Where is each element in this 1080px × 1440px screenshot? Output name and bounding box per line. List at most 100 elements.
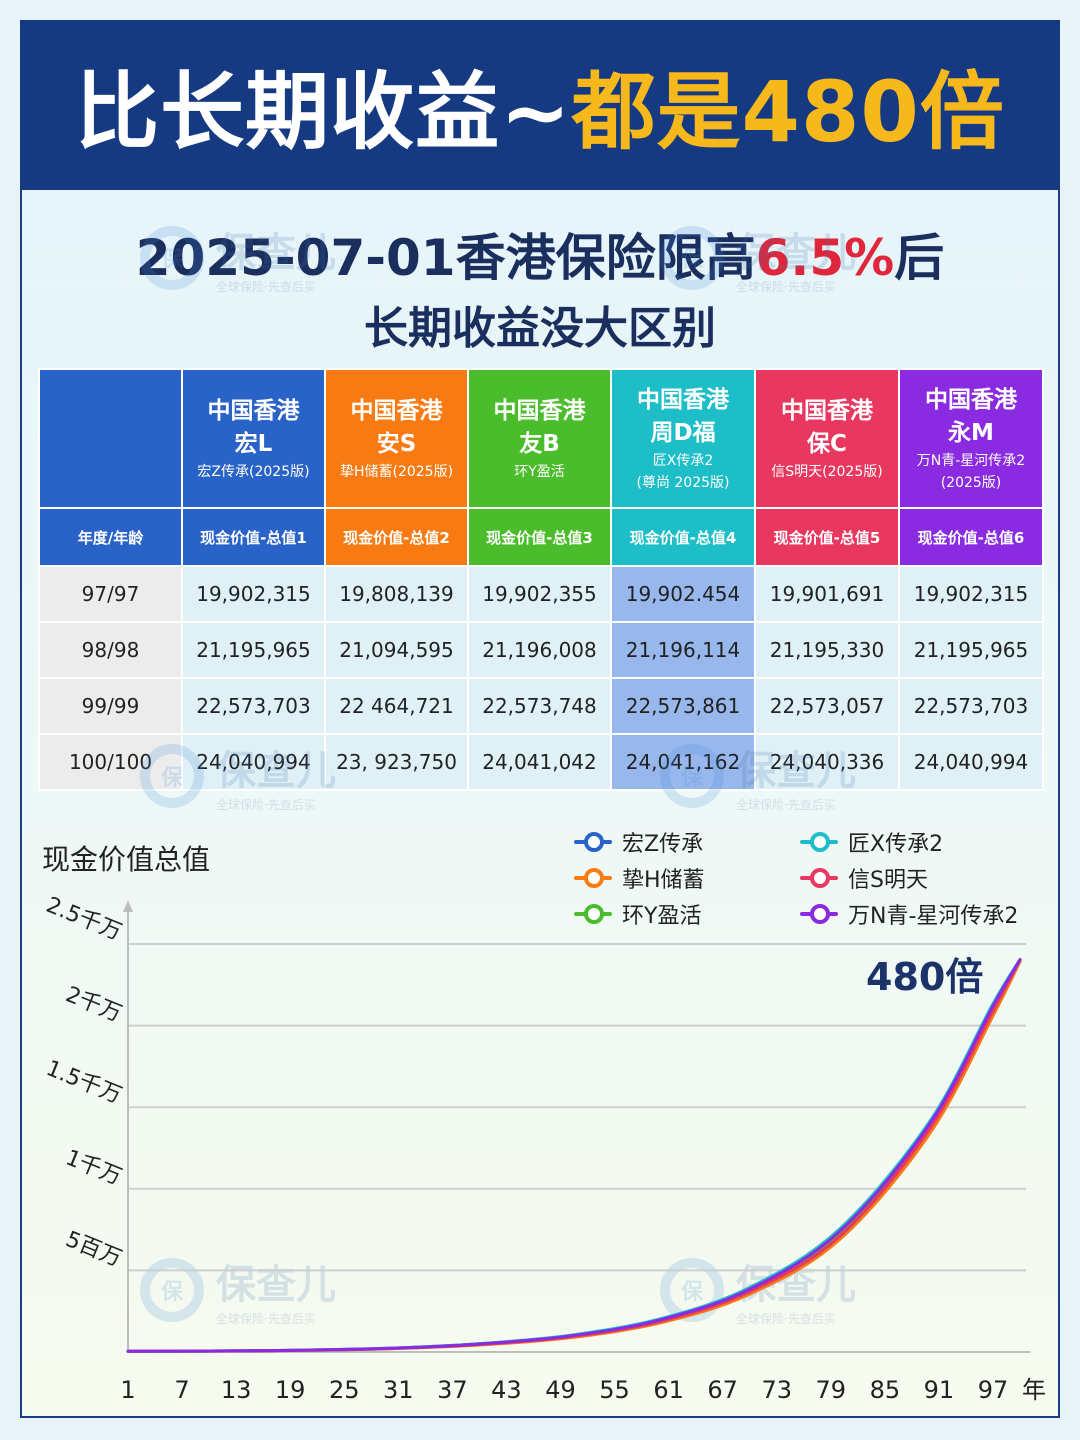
legend-item: 信S明天 bbox=[800, 862, 928, 894]
table-row: 98/98 21,195,965 21,094,595 21,196,008 2… bbox=[38, 621, 1044, 679]
chart-title: 现金价值总值 bbox=[42, 843, 211, 876]
column-product-version: (2025版) bbox=[940, 474, 1002, 491]
row-age: 97/97 bbox=[38, 565, 183, 623]
series-line bbox=[126, 958, 1022, 1353]
subtitle-line2: 长期收益没大区别 bbox=[364, 303, 716, 354]
table-cell: 21,196,008 bbox=[467, 621, 612, 679]
title-part1: 比长期收益~ bbox=[75, 62, 572, 161]
table-cell: 21,195,965 bbox=[898, 621, 1044, 679]
table-cell: 22,573,861 bbox=[610, 677, 756, 735]
column-company: 保C bbox=[807, 430, 847, 457]
column-company: 周D福 bbox=[650, 419, 716, 446]
legend-item: 匠X传承2 bbox=[800, 826, 943, 858]
legend-marker-icon bbox=[800, 904, 838, 924]
legend-item: 挚H储蓄 bbox=[574, 862, 705, 894]
x-tick-label: 43 bbox=[491, 1376, 522, 1404]
column-company: 宏L bbox=[234, 430, 273, 457]
series-line bbox=[126, 958, 1022, 1353]
column-label: 现金价值-总值3 bbox=[467, 507, 612, 567]
x-tick-label: 61 bbox=[653, 1376, 684, 1404]
comparison-table: 中国香港 宏L 宏Z传承(2025版) 中国香港 安S 挚H储蓄(2025版) … bbox=[38, 368, 1044, 791]
row-age: 100/100 bbox=[38, 733, 183, 791]
series-line bbox=[126, 960, 1022, 1353]
column-region: 中国香港 bbox=[781, 397, 873, 424]
title-part2: 都是480倍 bbox=[571, 62, 1005, 161]
legend-marker-icon bbox=[800, 832, 838, 852]
column-product-version: (尊尚 2025版) bbox=[636, 474, 730, 491]
table-cell: 21,195,965 bbox=[181, 621, 326, 679]
table-row: 100/100 24,040,994 23, 923,750 24,041,04… bbox=[38, 733, 1044, 791]
legend-item: 环Y盈活 bbox=[574, 898, 701, 930]
x-tick-label: 25 bbox=[329, 1376, 360, 1404]
table-header-col3: 中国香港 友B 环Y盈活 bbox=[467, 368, 612, 509]
chart-annotation: 480倍 bbox=[866, 955, 984, 999]
column-region: 中国香港 bbox=[637, 386, 729, 413]
subtitle-highlight: 6.5% bbox=[755, 229, 895, 287]
column-company: 安S bbox=[376, 430, 417, 457]
column-label: 现金价值-总值1 bbox=[181, 507, 326, 567]
column-company: 永M bbox=[948, 419, 994, 446]
column-product: 万N青-星河传承2 bbox=[916, 452, 1026, 469]
x-tick-label: 67 bbox=[707, 1376, 738, 1404]
table-cell: 22,573,703 bbox=[181, 677, 326, 735]
table-cell: 21,196,114 bbox=[610, 621, 756, 679]
column-region: 中国香港 bbox=[350, 397, 443, 424]
x-tick-label: 49 bbox=[545, 1376, 576, 1404]
table-label-row: 年度/年龄 现金价值-总值1 现金价值-总值2 现金价值-总值3 现金价值-总值… bbox=[38, 507, 1044, 567]
y-axis-arrow-icon bbox=[123, 900, 133, 912]
table-cell: 22 464,721 bbox=[324, 677, 469, 735]
corner-label: 年度/年龄 bbox=[38, 507, 183, 567]
x-tick-label: 37 bbox=[437, 1376, 468, 1404]
table-cell: 22,573,748 bbox=[467, 677, 612, 735]
table-cell: 24,041,162 bbox=[610, 733, 756, 791]
table-cell: 24,040,994 bbox=[181, 733, 326, 791]
y-tick-label: 2.5千万 bbox=[43, 893, 126, 946]
column-label: 现金价值-总值5 bbox=[754, 507, 900, 567]
row-age: 99/99 bbox=[38, 677, 183, 735]
column-label: 现金价值-总值4 bbox=[610, 507, 756, 567]
column-product: 挚H储蓄(2025版) bbox=[339, 463, 454, 480]
series-line bbox=[126, 958, 1022, 1353]
legend-marker-icon bbox=[800, 868, 838, 888]
legend-label: 万N青-星河传承2 bbox=[848, 904, 1019, 929]
legend-item: 宏Z传承 bbox=[574, 826, 703, 858]
subtitle-text: 2025-07-01香港保险限高 bbox=[135, 229, 756, 287]
table-header-col1: 中国香港 宏L 宏Z传承(2025版) bbox=[181, 368, 326, 509]
table-header-row: 中国香港 宏L 宏Z传承(2025版) 中国香港 安S 挚H储蓄(2025版) … bbox=[38, 368, 1044, 509]
series-line bbox=[126, 958, 1022, 1353]
table-cell: 19,902,355 bbox=[467, 565, 612, 623]
x-tick-label: 31 bbox=[383, 1376, 414, 1404]
column-label: 现金价值-总值2 bbox=[324, 507, 469, 567]
x-tick-label: 97 bbox=[978, 1376, 1009, 1404]
legend-marker-icon bbox=[574, 868, 612, 888]
table-row: 99/99 22,573,703 22 464,721 22,573,748 2… bbox=[38, 677, 1044, 735]
table-cell: 19,808,139 bbox=[324, 565, 469, 623]
table-cell: 22,573,057 bbox=[754, 677, 900, 735]
legend-label: 环Y盈活 bbox=[622, 904, 702, 929]
x-tick-label: 19 bbox=[275, 1376, 306, 1404]
x-tick-label: 85 bbox=[870, 1376, 901, 1404]
x-axis-label: 年 bbox=[1022, 1376, 1046, 1404]
y-tick-label: 5百万 bbox=[62, 1227, 125, 1272]
column-company: 友B bbox=[519, 430, 560, 457]
table-header-col5: 中国香港 保C 信S明天(2025版) bbox=[754, 368, 900, 509]
x-tick-label: 79 bbox=[816, 1376, 847, 1404]
table-header-corner bbox=[38, 368, 183, 509]
column-label: 现金价值-总值6 bbox=[898, 507, 1044, 567]
x-tick-label: 7 bbox=[174, 1376, 189, 1404]
table-header-col2: 中国香港 安S 挚H储蓄(2025版) bbox=[324, 368, 469, 509]
x-tick-label: 1 bbox=[120, 1376, 135, 1404]
table-header-col4: 中国香港 周D福 匠X传承2 (尊尚 2025版) bbox=[610, 368, 756, 509]
x-tick-label: 73 bbox=[761, 1376, 792, 1404]
legend-marker-icon bbox=[574, 904, 612, 924]
legend-label: 挚H储蓄 bbox=[622, 868, 705, 893]
x-tick-label: 55 bbox=[599, 1376, 630, 1404]
table-cell: 24,040,336 bbox=[754, 733, 900, 791]
column-region: 中国香港 bbox=[493, 397, 586, 424]
table-cell: 24,041,042 bbox=[467, 733, 612, 791]
y-tick-label: 2千万 bbox=[62, 982, 125, 1027]
row-age: 98/98 bbox=[38, 621, 183, 679]
y-tick-label: 1.5千万 bbox=[43, 1056, 126, 1109]
subtitle-line1: 2025-07-01香港保险限高6.5%后 bbox=[0, 218, 1080, 290]
